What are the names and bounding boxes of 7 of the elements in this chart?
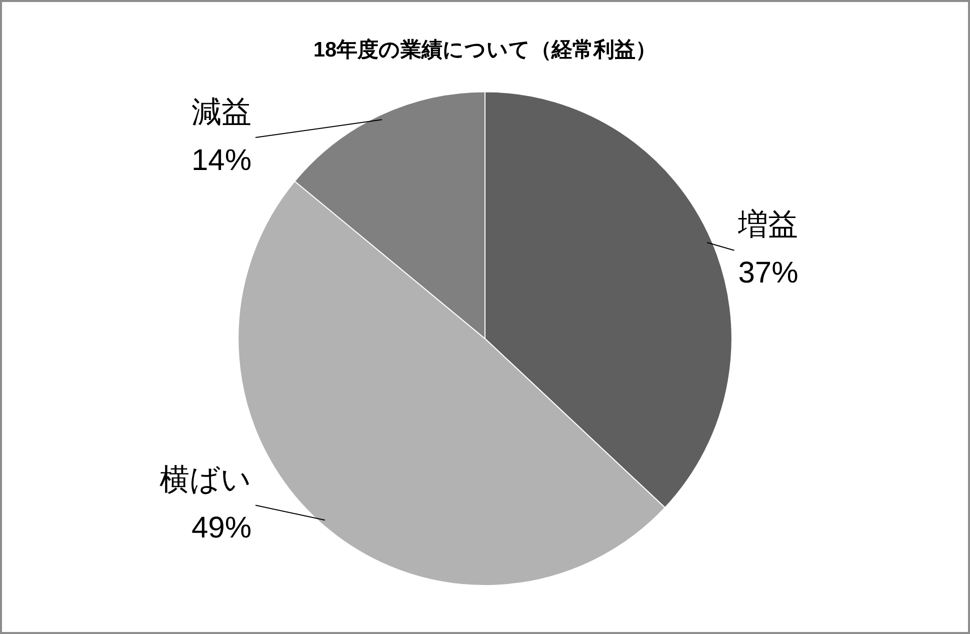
- chart-title: 18年度の業績について（経常利益）: [313, 37, 657, 62]
- data-label: 49%: [191, 512, 252, 545]
- data-label: 14%: [191, 144, 252, 177]
- data-label: 37%: [738, 256, 798, 290]
- slice-label: 増益: [737, 208, 798, 242]
- slice-label: 横ばい: [160, 464, 252, 497]
- slice-label: 減益: [192, 96, 252, 129]
